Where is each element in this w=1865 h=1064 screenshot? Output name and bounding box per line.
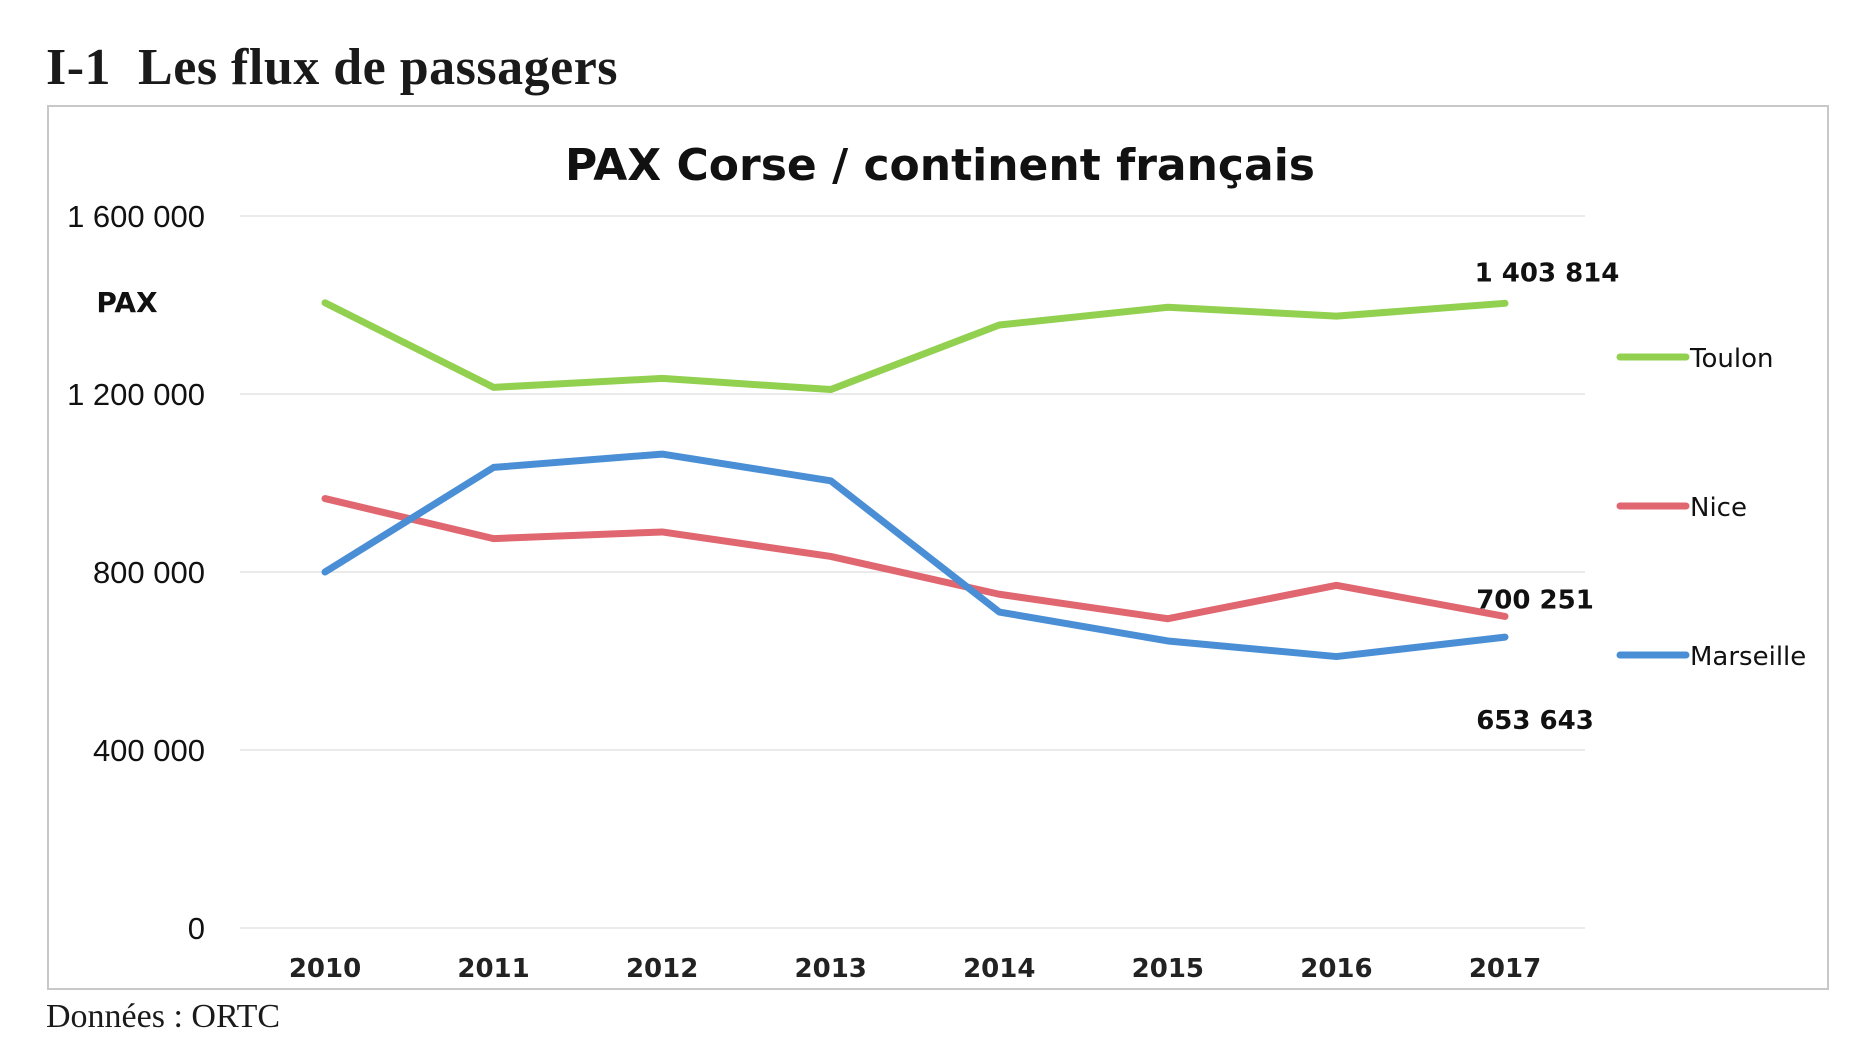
series-line-marseille — [321, 450, 1509, 661]
x-tick-label: 2011 — [457, 954, 529, 984]
data-label-nice: 700 251 — [1476, 585, 1594, 615]
x-tick-label: 2010 — [289, 954, 361, 984]
x-axis-ticks: 2010 2011 2012 2013 2014 2015 2016 2017 — [289, 954, 1541, 984]
y-tick-label: 1 200 000 — [67, 377, 205, 412]
x-tick-label: 2014 — [963, 954, 1035, 984]
y-tick-label: 1 600 000 — [67, 199, 205, 234]
y-tick-label: 0 — [188, 911, 205, 946]
series-line-nice — [321, 495, 1509, 623]
series-lines — [321, 299, 1509, 661]
x-tick-label: 2016 — [1300, 954, 1372, 984]
legend-label-toulon: Toulon — [1689, 344, 1773, 374]
y-tick-label: 800 000 — [93, 555, 205, 590]
series-line-toulon — [321, 299, 1509, 394]
page-heading: I-1 Les flux de passagers — [46, 39, 619, 96]
y-axis-ticks: 0 400 000 800 000 1 200 000 1 600 000 — [67, 199, 205, 946]
y-tick-label: 400 000 — [93, 733, 205, 768]
legend-label-marseille: Marseille — [1690, 642, 1806, 672]
y-axis-label: PAX — [96, 286, 158, 319]
x-tick-label: 2013 — [795, 954, 867, 984]
data-label-toulon: 1 403 814 — [1475, 258, 1620, 288]
data-label-marseille: 653 643 — [1476, 706, 1594, 736]
x-tick-label: 2015 — [1132, 954, 1204, 984]
x-tick-label: 2012 — [626, 954, 698, 984]
data-source: Données : ORTC — [46, 998, 281, 1035]
data-labels: 1 403 814 700 251 653 643 — [1475, 258, 1620, 736]
legend-label-nice: Nice — [1690, 493, 1747, 523]
chart-title: PAX Corse / continent français — [565, 140, 1315, 191]
legend: Toulon Nice Marseille — [1616, 344, 1806, 672]
chart-frame — [47, 105, 1829, 990]
x-tick-label: 2017 — [1469, 954, 1541, 984]
